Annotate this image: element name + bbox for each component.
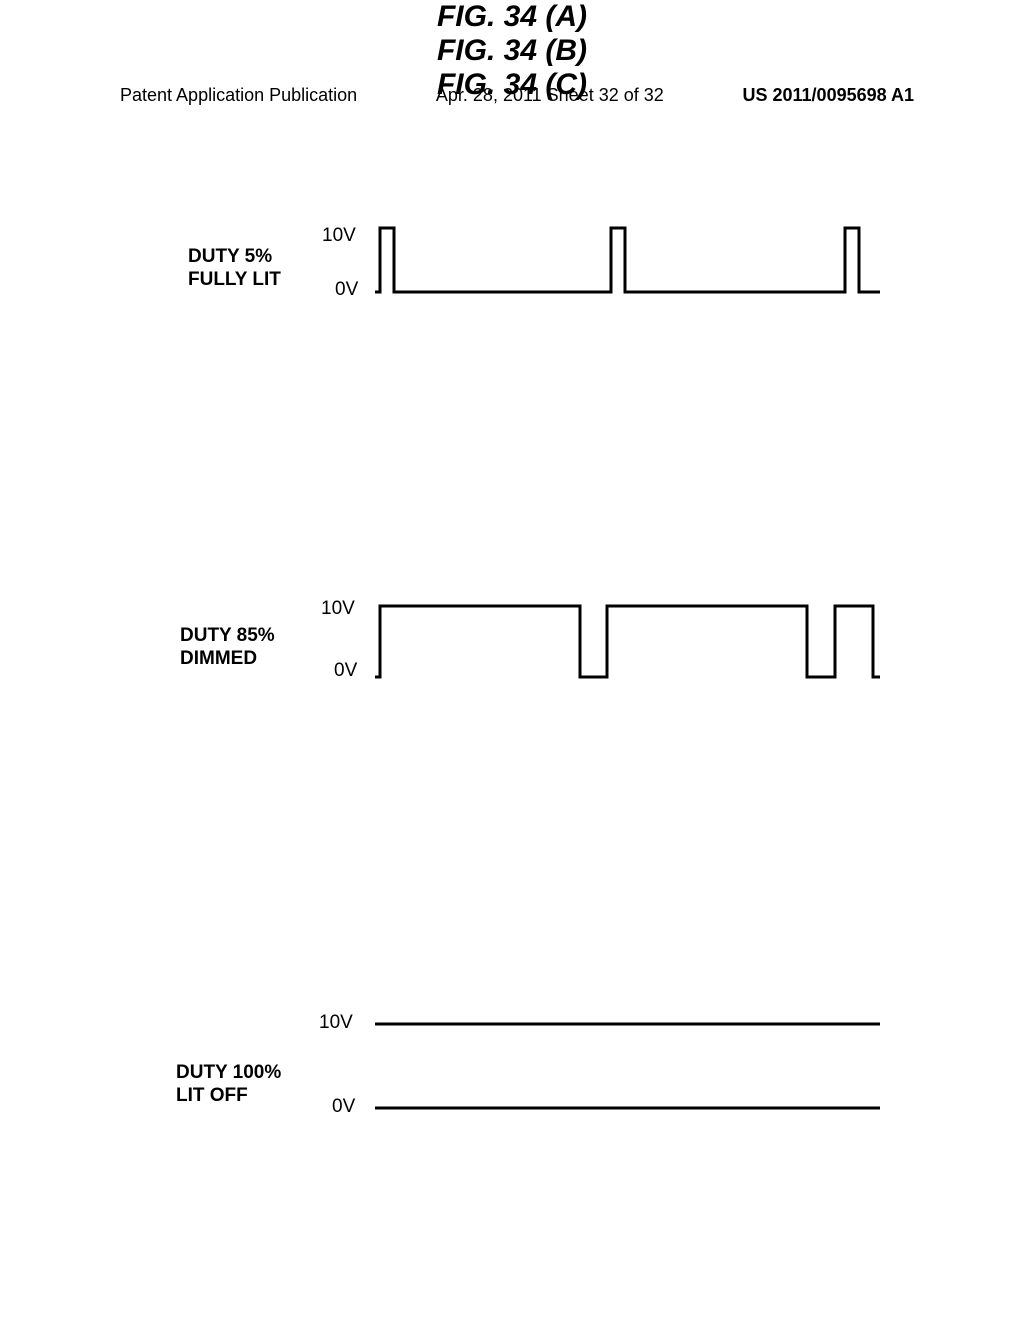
figure-b-label: DUTY 85% DIMMED bbox=[180, 625, 275, 671]
figure-b-voltage-high: 10V bbox=[321, 598, 355, 620]
figure-b-label-line1: DUTY 85% bbox=[180, 625, 275, 648]
figure-c-label-line1: DUTY 100% bbox=[176, 1062, 281, 1085]
figure-c-waveform bbox=[375, 1018, 885, 1118]
header-date-sheet: Apr. 28, 2011 Sheet 32 of 32 bbox=[436, 85, 664, 106]
figure-b-label-line2: DIMMED bbox=[180, 648, 275, 671]
figure-a-voltage-low: 0V bbox=[335, 279, 358, 301]
page-header: Patent Application Publication Apr. 28, … bbox=[0, 85, 1024, 106]
figure-c-label-line2: LIT OFF bbox=[176, 1085, 281, 1108]
figure-a-label: DUTY 5% FULLY LIT bbox=[188, 246, 281, 292]
figure-a-waveform bbox=[375, 222, 885, 302]
header-publication: Patent Application Publication bbox=[120, 85, 357, 106]
figure-a-label-line1: DUTY 5% bbox=[188, 246, 281, 269]
header-patent-number: US 2011/0095698 A1 bbox=[743, 85, 914, 106]
figure-c-voltage-low: 0V bbox=[332, 1096, 355, 1118]
figure-c-label: DUTY 100% LIT OFF bbox=[176, 1062, 281, 1108]
figure-a-voltage-high: 10V bbox=[322, 225, 356, 247]
figure-b-waveform bbox=[375, 600, 885, 685]
figure-b-voltage-low: 0V bbox=[334, 660, 357, 682]
figure-b-title: FIG. 34 (B) bbox=[0, 34, 1024, 68]
figure-a-label-line2: FULLY LIT bbox=[188, 269, 281, 292]
figure-c-voltage-high: 10V bbox=[319, 1012, 353, 1034]
figure-a-title: FIG. 34 (A) bbox=[0, 0, 1024, 34]
